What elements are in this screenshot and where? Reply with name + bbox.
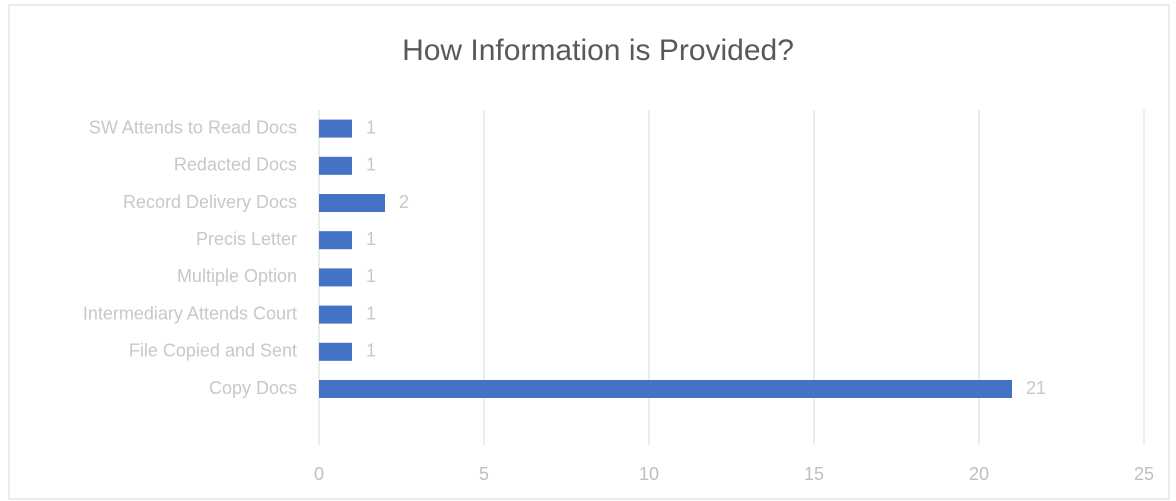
bar: [319, 119, 352, 138]
value-label: 2: [399, 192, 409, 212]
y-tick-label: Intermediary Attends Court: [83, 303, 297, 323]
bar: [319, 268, 352, 287]
value-label: 1: [366, 341, 376, 361]
y-tick-label: SW Attends to Read Docs: [89, 117, 297, 137]
y-tick-label: Multiple Option: [177, 266, 297, 286]
x-tick-label: 15: [804, 464, 824, 484]
y-tick-label: Redacted Docs: [174, 155, 297, 175]
chart-title: How Information is Provided?: [402, 34, 794, 67]
x-tick-label: 10: [639, 464, 659, 484]
y-tick-label: Precis Letter: [196, 229, 297, 249]
value-label: 1: [366, 266, 376, 286]
value-label: 1: [366, 155, 376, 175]
x-tick-label: 20: [969, 464, 989, 484]
value-label: 1: [366, 303, 376, 323]
chart-frame: [8, 4, 1170, 500]
y-tick-label: Copy Docs: [209, 378, 297, 398]
bar: [319, 231, 352, 250]
bar: [319, 305, 352, 324]
bar: [319, 156, 352, 175]
x-tick-label: 5: [479, 464, 489, 484]
y-tick-label: Record Delivery Docs: [123, 192, 297, 212]
x-tick-label: 0: [314, 464, 324, 484]
bar: [319, 342, 352, 361]
bar: [319, 194, 385, 212]
y-tick-label: File Copied and Sent: [129, 341, 297, 361]
value-label: 1: [366, 229, 376, 249]
value-label: 21: [1026, 378, 1046, 398]
bar: [319, 380, 1012, 398]
value-label: 1: [366, 117, 376, 137]
x-tick-label: 25: [1134, 464, 1154, 484]
